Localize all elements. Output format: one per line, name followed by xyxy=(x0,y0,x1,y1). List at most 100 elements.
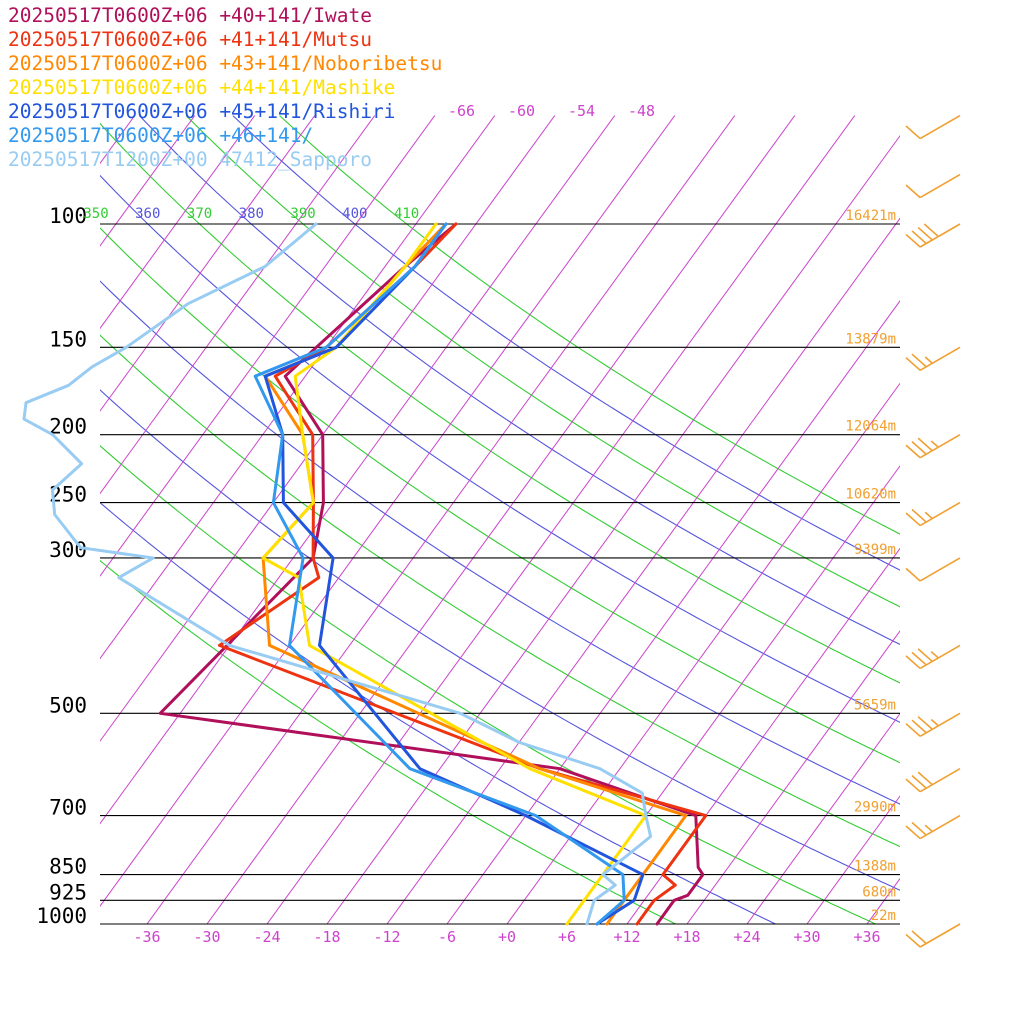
theta-curve xyxy=(232,115,900,571)
wind-barb xyxy=(905,173,961,199)
height-label: 22m xyxy=(871,908,896,924)
height-label: 12064m xyxy=(845,419,896,435)
pressure-label: 300 xyxy=(49,538,87,562)
isotherm-line xyxy=(326,134,900,924)
theta-curve xyxy=(100,334,900,848)
upper-temperature-label: -60 xyxy=(508,102,535,120)
wind-barb xyxy=(905,501,961,527)
temperature-tick-labels: -36 -30 -24 -18 -12 -6 +0 +6 +12 +18 +24 +30 +36 xyxy=(133,928,880,946)
profile-line xyxy=(261,222,688,926)
pressure-label: 500 xyxy=(49,693,87,717)
temperature-profiles xyxy=(22,222,708,926)
temperature-tick-label: +18 xyxy=(673,928,700,946)
height-label: 2990m xyxy=(854,800,896,816)
isotherm-line xyxy=(100,115,256,330)
isotherm-line xyxy=(506,382,900,924)
theta-label: 360 xyxy=(135,206,160,222)
theta-curve xyxy=(100,227,900,764)
pressure-label: 200 xyxy=(49,415,87,439)
isotherm-line xyxy=(100,115,556,742)
isotherm-line xyxy=(746,712,900,924)
wind-barb xyxy=(905,346,961,371)
isotherm-line xyxy=(686,630,900,924)
upper-temperature-label: -48 xyxy=(628,102,655,120)
temperature-tick-label: -18 xyxy=(313,928,340,946)
temperature-tick-label: +6 xyxy=(558,928,576,946)
isotherm-line xyxy=(146,115,736,924)
legend: 20250517T0600Z+06 +40+141/Iwate 20250517T… xyxy=(8,4,442,172)
isotherm-line xyxy=(206,115,796,924)
theta-curve xyxy=(100,445,876,924)
isotherm-line xyxy=(100,115,436,577)
temperature-tick-label: +12 xyxy=(613,928,640,946)
legend-entry: 20250517T0600Z+06 +46+141/ xyxy=(8,124,314,147)
upper-temperature-label: -54 xyxy=(568,102,595,120)
theta-curve xyxy=(139,115,900,646)
temperature-tick-label: +24 xyxy=(733,928,760,946)
legend-entry: 20250517T1200Z+00 47412_Sapporo xyxy=(8,148,372,171)
isotherm-line xyxy=(266,115,856,924)
pressure-label: 150 xyxy=(49,327,87,351)
theta-label: 350 xyxy=(83,206,108,222)
theta-curve xyxy=(100,389,900,891)
height-label: 9399m xyxy=(854,542,896,558)
profile-line xyxy=(253,222,626,926)
temperature-tick-label: +0 xyxy=(498,928,516,946)
isobars xyxy=(100,223,900,925)
legend-entry: 20250517T0600Z+06 +41+141/Mutsu xyxy=(8,28,372,51)
theta-curve xyxy=(100,174,900,723)
profile-line xyxy=(261,222,648,926)
theta-curve xyxy=(100,122,900,684)
profile-line xyxy=(263,222,645,926)
wind-barb xyxy=(905,434,961,459)
temperature-tick-label: -30 xyxy=(193,928,220,946)
isotherm-line xyxy=(566,465,900,924)
pressure-label: 850 xyxy=(49,855,87,879)
isotherm-line xyxy=(100,115,196,247)
theta-label: 390 xyxy=(290,206,315,222)
pressure-label: 1000 xyxy=(36,904,87,928)
theta-curve xyxy=(100,559,676,924)
isotherm-line xyxy=(100,115,496,660)
wind-barbs xyxy=(905,114,961,948)
pressure-label: 700 xyxy=(49,796,87,820)
wind-barb xyxy=(905,223,961,248)
isotherm-line xyxy=(100,115,316,412)
height-label: 680m xyxy=(862,884,896,900)
isotherm-line xyxy=(446,300,900,924)
isotherm-line xyxy=(626,547,900,924)
upper-temperature-labels: -66 -60 -54 -48 xyxy=(448,102,655,120)
isotherm-line xyxy=(386,217,900,924)
isotherm-line xyxy=(100,115,676,907)
profile-line xyxy=(158,222,705,926)
temperature-tick-label: -24 xyxy=(253,928,280,946)
theta-curve xyxy=(279,115,900,535)
theta-labels: 350 360 370 380 390 400 410 xyxy=(83,206,419,222)
theta-curve xyxy=(100,501,776,924)
theta-curve xyxy=(185,115,900,608)
wind-barb xyxy=(905,768,961,793)
theta-label: 380 xyxy=(239,206,264,222)
isotherm-line xyxy=(806,795,900,924)
legend-entry: 20250517T0600Z+06 +43+141/Noboribetsu xyxy=(8,52,443,75)
wind-barb xyxy=(905,712,961,737)
height-label: 10620m xyxy=(845,487,896,503)
theta-label: 400 xyxy=(342,206,367,222)
isotherm-line xyxy=(100,115,376,495)
wind-barb xyxy=(905,114,961,140)
wind-barb xyxy=(905,923,961,948)
temperature-tick-label: -12 xyxy=(373,928,400,946)
pressure-label: 100 xyxy=(49,204,87,228)
upper-temperature-label: -66 xyxy=(448,102,475,120)
theta-label: 410 xyxy=(394,206,419,222)
wind-barb xyxy=(905,557,961,582)
theta-label: 370 xyxy=(187,206,212,222)
height-labels: 16421m 13879m 12064m 10620m 9399m 5659m 2990m 1… xyxy=(845,208,896,924)
height-label: 16421m xyxy=(845,208,896,224)
legend-entry: 20250517T0600Z+06 +44+141/Mashike xyxy=(8,76,396,99)
temperature-tick-label: -36 xyxy=(133,928,160,946)
wind-barb xyxy=(905,644,961,670)
temperature-tick-label: +30 xyxy=(793,928,820,946)
